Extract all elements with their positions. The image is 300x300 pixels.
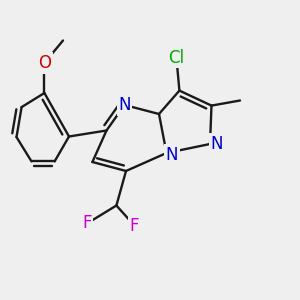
Text: F: F	[82, 214, 92, 232]
Text: N: N	[166, 146, 178, 164]
Text: O: O	[38, 54, 51, 72]
Text: N: N	[118, 96, 131, 114]
Text: N: N	[210, 135, 223, 153]
Text: F: F	[130, 217, 139, 235]
Text: Cl: Cl	[168, 49, 184, 67]
